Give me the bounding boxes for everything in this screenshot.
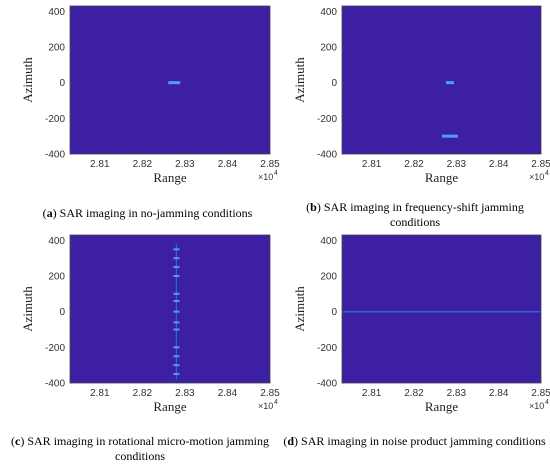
- y-tick-label-c-2: 0: [59, 307, 65, 318]
- y-tick-label-a-0: -400: [45, 150, 65, 161]
- y-tick-label-d-4: 400: [320, 236, 337, 247]
- caption-a: (a) SAR imaging in no-jamming conditions: [42, 206, 253, 220]
- y-tick-label-c-4: 400: [48, 236, 65, 247]
- x-axis-label-a: Range: [153, 170, 186, 185]
- x-tick-label-c-3: 2.84: [218, 388, 238, 399]
- x-multiplier-exp-c: 4: [274, 399, 278, 406]
- caption-text-a: SAR imaging in no-jamming conditions: [59, 206, 253, 220]
- caption-letter-d: d: [287, 434, 295, 448]
- x-tick-label-a-2: 2.83: [175, 159, 195, 170]
- caption-letter-a: a: [46, 206, 53, 220]
- y-tick-label-a-1: -200: [45, 114, 65, 125]
- x-tick-label-b-4: 2.85: [531, 159, 550, 170]
- x-axis-label-d: Range: [425, 399, 458, 414]
- target-point-c-2: [173, 266, 180, 269]
- x-multiplier-d: ×10: [529, 401, 544, 411]
- caption-text-d: SAR imaging in noise product jamming con…: [301, 434, 546, 448]
- target-point-c-11: [173, 364, 180, 367]
- y-tick-label-a-2: 0: [59, 78, 65, 89]
- panel-c: 2.81 2.82 2.83 2.84 2.85 -400 -200 0 200 400 Range…: [20, 234, 280, 414]
- x-tick-label-d-4: 2.85: [531, 388, 550, 399]
- x-tick-label-b-2: 2.83: [447, 159, 467, 170]
- panel-a: 2.81 2.82 2.83 2.84 2.85 -400 -200 0 200 400 Range…: [20, 5, 280, 185]
- x-tick-label-b-0: 2.81: [362, 159, 382, 170]
- x-tick-label-b-3: 2.84: [489, 159, 509, 170]
- y-axis-label-c: Azimuth: [20, 286, 35, 332]
- target-point-c-10: [173, 355, 180, 358]
- target-point-c-7: [173, 321, 180, 324]
- x-tick-label-d-3: 2.84: [489, 388, 509, 399]
- plot-area-d: [342, 235, 541, 383]
- x-multiplier-exp-a: 4: [274, 170, 278, 177]
- caption-d: (d) SAR imaging in noise product jamming…: [283, 434, 546, 448]
- y-tick-label-b-3: 200: [320, 43, 337, 54]
- target-point-c-5: [173, 299, 180, 302]
- caption-letter-c: c: [15, 434, 21, 448]
- axes-frame-c: [69, 234, 271, 384]
- x-tick-label-d-0: 2.81: [362, 388, 382, 399]
- axes-frame-a: [69, 5, 271, 155]
- x-tick-label-c-0: 2.81: [90, 388, 110, 399]
- target-point-b-1: [441, 134, 458, 138]
- target-point-c-9: [173, 346, 180, 349]
- target-point-a-0: [168, 81, 181, 85]
- y-tick-label-d-0: -400: [317, 379, 337, 390]
- target-point-c-8: [173, 328, 180, 331]
- caption-b: (b) SAR imaging in frequency-shift jammi…: [306, 200, 524, 229]
- target-point-c-12: [173, 373, 180, 376]
- target-point-c-0: [173, 248, 180, 251]
- x-multiplier-exp-d: 4: [545, 399, 549, 406]
- plot-area-a: [70, 6, 270, 154]
- x-tick-label-b-1: 2.82: [404, 159, 424, 170]
- x-multiplier-exp-b: 4: [545, 170, 549, 177]
- axes-frame-d: [341, 234, 542, 384]
- caption-c: (c) SAR imaging in rotational micro-moti…: [11, 434, 269, 463]
- y-tick-label-b-0: -400: [317, 150, 337, 161]
- x-axis-label-c: Range: [153, 399, 186, 414]
- y-tick-label-b-2: 0: [331, 78, 337, 89]
- y-axis-label-d: Azimuth: [292, 286, 307, 332]
- x-tick-label-c-1: 2.82: [133, 388, 153, 399]
- target-point-b-0: [445, 81, 454, 85]
- x-multiplier-a: ×10: [258, 172, 273, 182]
- x-tick-label-c-4: 2.85: [260, 388, 280, 399]
- target-point-c-4: [173, 292, 180, 295]
- target-point-c-1: [173, 257, 180, 260]
- y-axis-label-b: Azimuth: [292, 57, 307, 103]
- y-tick-label-c-3: 200: [48, 272, 65, 283]
- panel-b: 2.81 2.82 2.83 2.84 2.85 -400 -200 0 200 400 Range…: [292, 5, 550, 185]
- x-axis-label-b: Range: [425, 170, 458, 185]
- target-point-c-3: [173, 275, 180, 278]
- x-tick-label-a-3: 2.84: [218, 159, 238, 170]
- panel-d: 2.81 2.82 2.83 2.84 2.85 -400 -200 0 200 400 Range…: [292, 234, 550, 414]
- plot-area-c: [70, 235, 270, 383]
- y-tick-label-d-1: -200: [317, 343, 337, 354]
- y-tick-label-a-3: 200: [48, 43, 65, 54]
- target-point-c-6: [173, 310, 180, 313]
- y-tick-label-d-2: 0: [331, 307, 337, 318]
- y-tick-label-c-0: -400: [45, 379, 65, 390]
- x-tick-label-d-2: 2.83: [447, 388, 467, 399]
- y-tick-label-c-1: -200: [45, 343, 65, 354]
- x-tick-label-a-1: 2.82: [133, 159, 153, 170]
- caption-text-c: SAR imaging in rotational micro-motion j…: [27, 434, 269, 463]
- x-multiplier-c: ×10: [258, 401, 273, 411]
- y-tick-label-b-1: -200: [317, 114, 337, 125]
- y-tick-label-d-3: 200: [320, 272, 337, 283]
- axes-frame-b: [341, 5, 542, 155]
- plot-area-b: [342, 6, 541, 154]
- x-tick-label-a-0: 2.81: [90, 159, 110, 170]
- y-axis-label-a: Azimuth: [20, 57, 35, 103]
- x-tick-label-a-4: 2.85: [260, 159, 280, 170]
- x-multiplier-b: ×10: [529, 172, 544, 182]
- caption-text-b: SAR imaging in frequency-shift jamming c…: [323, 200, 524, 229]
- x-tick-label-c-2: 2.83: [175, 388, 195, 399]
- y-tick-label-a-4: 400: [48, 7, 65, 18]
- caption-letter-b: b: [310, 200, 317, 214]
- x-tick-label-d-1: 2.82: [404, 388, 424, 399]
- y-tick-label-b-4: 400: [320, 7, 337, 18]
